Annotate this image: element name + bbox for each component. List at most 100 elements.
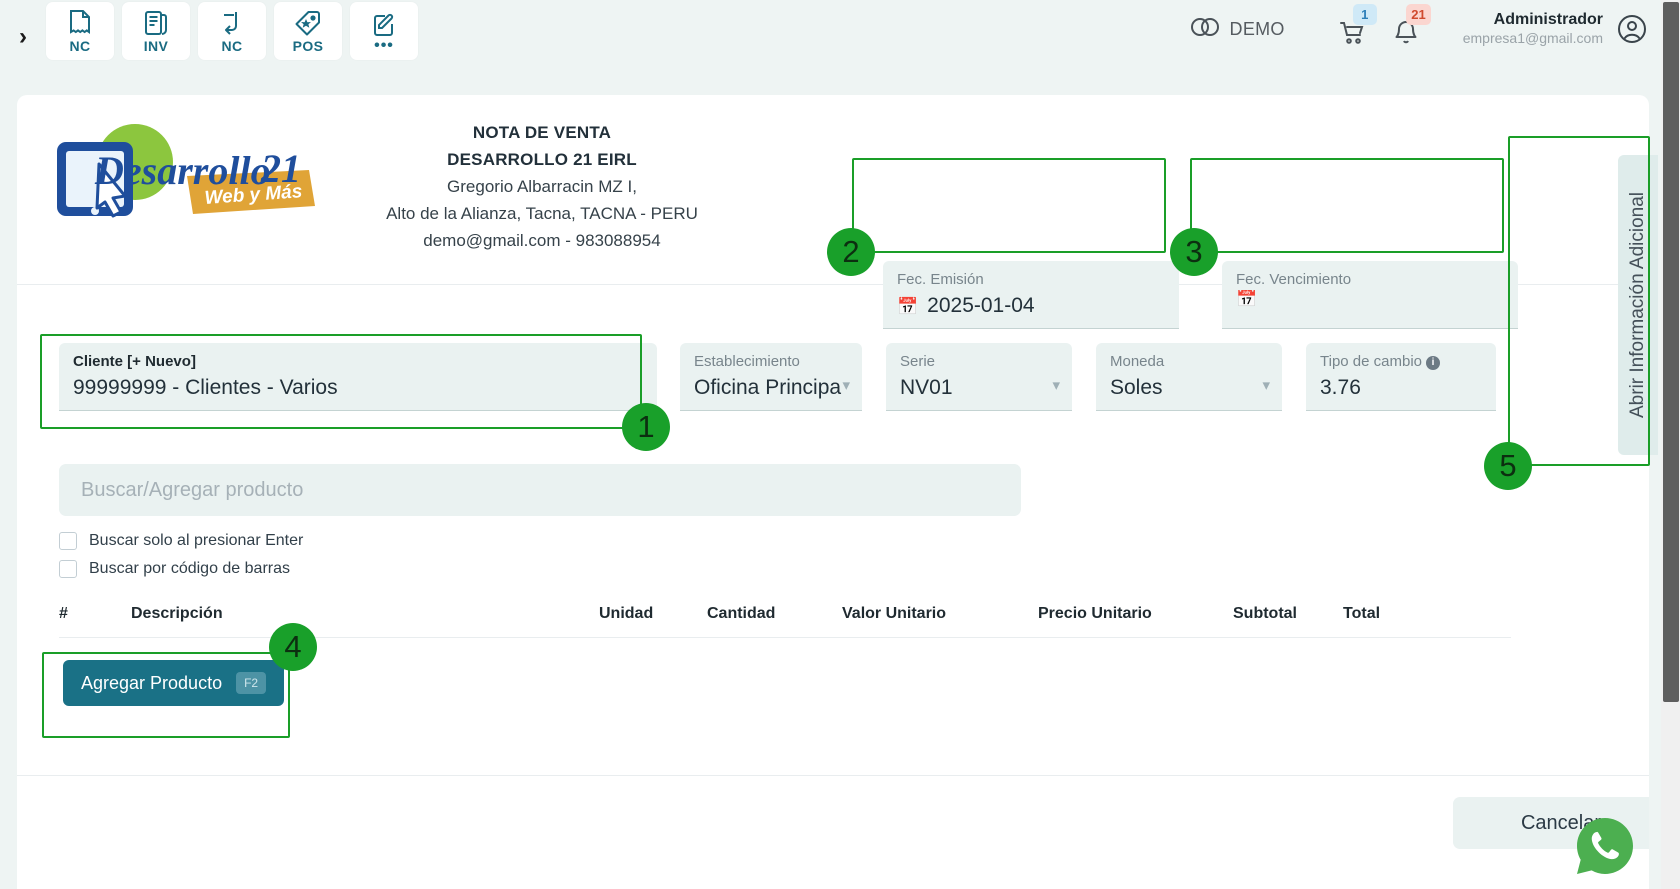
add-product-label: Agregar Producto <box>81 672 223 693</box>
company-logo: Web y Más Desarrollo 21 <box>39 120 329 225</box>
establishment-label: Establecimiento <box>694 353 800 370</box>
shortcut-label: NC <box>221 37 243 54</box>
invoice-scroll-icon <box>143 9 169 37</box>
shortcut-pos[interactable]: POS <box>274 2 342 60</box>
topbar-actions: DEMO 1 21 <box>1190 0 1661 58</box>
shortcut-nc-return[interactable]: NC <box>198 2 266 60</box>
demo-mode-toggle[interactable]: DEMO <box>1190 16 1285 43</box>
exchange-rate-label: Tipo de cambio <box>1320 353 1422 370</box>
chevron-down-icon: ▾ <box>1262 377 1270 394</box>
user-menu[interactable]: Administrador empresa1@gmail.com <box>1463 10 1647 48</box>
series-select[interactable]: Serie NV01 ▾ <box>886 343 1072 411</box>
table-header-row: # Descripción Unidad Cantidad Valor Unit… <box>59 605 1511 638</box>
issue-date-label: Fec. Emisión <box>897 271 984 288</box>
side-panel-tab-label: Abrir Información Adicional <box>1627 192 1648 418</box>
return-note-icon <box>219 9 245 37</box>
checkbox-icon[interactable] <box>59 532 77 550</box>
checkbox-label: Buscar por código de barras <box>89 560 290 577</box>
side-panel-tab[interactable]: Abrir Información Adicional <box>1618 155 1658 455</box>
client-field[interactable]: Cliente [+ Nuevo] 99999999 - Clientes - … <box>59 343 657 411</box>
demo-label: DEMO <box>1229 18 1285 39</box>
col-unit-price: Precio Unitario <box>1038 605 1152 622</box>
user-email: empresa1@gmail.com <box>1462 30 1603 47</box>
col-description: Descripción <box>131 605 223 622</box>
cart-button[interactable]: 1 <box>1325 4 1379 52</box>
products-table: # Descripción Unidad Cantidad Valor Unit… <box>59 605 1511 638</box>
whatsapp-icon <box>1574 818 1636 881</box>
sale-note-card: Web y Más Desarrollo 21 NOTA DE VENTA DE… <box>17 95 1649 889</box>
establishment-select[interactable]: Establecimiento Oficina Principa ▾ <box>680 343 862 411</box>
sidebar-toggle-icon[interactable]: › <box>19 22 27 50</box>
document-header: Web y Más Desarrollo 21 NOTA DE VENTA DE… <box>17 95 1649 285</box>
calendar-icon: 📅 <box>1236 290 1258 307</box>
shortcut-label: INV <box>143 37 169 54</box>
product-search-input[interactable]: Buscar/Agregar producto <box>59 464 1021 516</box>
company-address-2: Alto de la Alianza, Tacna, TACNA - PERU <box>386 204 698 223</box>
checkbox-search-barcode[interactable]: Buscar por código de barras <box>59 560 290 578</box>
series-label: Serie <box>900 353 936 370</box>
company-name: DESARROLLO 21 EIRL <box>447 150 637 169</box>
exchange-rate-field[interactable]: Tipo de cambio i 3.76 <box>1306 343 1496 411</box>
issue-date-field[interactable]: Fec. Emisión 📅 2025-01-04 <box>883 261 1179 329</box>
whatsapp-button[interactable] <box>1574 815 1636 877</box>
shortcut-more[interactable]: ••• <box>350 2 418 60</box>
col-number: # <box>59 605 68 622</box>
scrollbar-thumb[interactable] <box>1663 2 1679 702</box>
col-total: Total <box>1343 605 1381 622</box>
page-scrollbar[interactable] <box>1661 0 1680 889</box>
shortcut-label: ••• <box>374 36 394 54</box>
svg-text:21: 21 <box>260 146 301 191</box>
user-name: Administrador <box>1493 11 1603 29</box>
calendar-icon: 📅 <box>897 296 919 316</box>
shortcut-bar: NC INV <box>46 0 418 60</box>
svg-text:Desarrollo: Desarrollo <box>94 148 271 193</box>
price-tag-icon <box>294 9 322 37</box>
shortcut-key-badge: F2 <box>236 672 267 694</box>
top-bar: › NC INV <box>0 0 1661 73</box>
col-unit: Unidad <box>599 605 654 622</box>
shortcut-label: NC <box>69 37 91 54</box>
shortcut-nc-note[interactable]: NC <box>46 2 114 60</box>
issue-date-value: 2025-01-04 <box>927 294 1035 317</box>
shopping-cart-icon <box>1338 19 1366 52</box>
checkbox-label: Buscar solo al presionar Enter <box>89 532 304 549</box>
checkbox-icon[interactable] <box>59 560 77 578</box>
cart-badge: 1 <box>1352 4 1377 25</box>
chevron-down-icon: ▾ <box>1052 377 1060 394</box>
notifications-badge: 21 <box>1406 4 1431 25</box>
page-title: NOTA DE VENTA <box>472 123 612 142</box>
series-value: NV01 <box>900 376 953 399</box>
company-contact: demo@gmail.com - 983088954 <box>423 231 661 250</box>
footer-divider <box>17 775 1649 776</box>
shortcut-label: POS <box>292 37 324 54</box>
exchange-rate-value: 3.76 <box>1320 376 1361 399</box>
company-address-1: Gregorio Albarracin MZ I, <box>447 177 637 196</box>
document-title-block: NOTA DE VENTA DESARROLLO 21 EIRL Gregori… <box>357 119 727 254</box>
currency-label: Moneda <box>1110 353 1165 370</box>
agregar-producto-button[interactable]: Agregar Producto F2 <box>63 660 285 706</box>
due-date-field[interactable]: Fec. Vencimiento 📅 <box>1222 261 1518 329</box>
avatar <box>1617 14 1647 44</box>
due-date-value-wrap: 📅 <box>1236 290 1504 307</box>
client-label: Cliente [+ Nuevo] <box>73 353 196 370</box>
document-note-icon <box>67 9 93 37</box>
establishment-value: Oficina Principa <box>694 376 842 399</box>
col-subtotal: Subtotal <box>1233 605 1297 622</box>
col-quantity: Cantidad <box>707 605 776 622</box>
client-value: 99999999 - Clientes - Varios <box>73 376 338 399</box>
currency-select[interactable]: Moneda Soles ▾ <box>1096 343 1282 411</box>
notifications-button[interactable]: 21 <box>1379 4 1433 52</box>
col-unit-value: Valor Unitario <box>842 605 947 622</box>
toggle-switch-icon <box>1190 16 1220 43</box>
exchange-rate-label-wrap: Tipo de cambio i <box>1320 352 1482 372</box>
info-icon[interactable]: i <box>1426 356 1440 370</box>
due-date-label: Fec. Vencimiento <box>1236 271 1352 288</box>
bell-icon <box>1393 19 1419 52</box>
edit-pencil-icon <box>371 12 397 40</box>
user-info: Administrador empresa1@gmail.com <box>1463 10 1603 48</box>
currency-value: Soles <box>1110 376 1163 399</box>
checkbox-search-on-enter[interactable]: Buscar solo al presionar Enter <box>59 532 303 550</box>
issue-date-value-wrap: 📅 2025-01-04 <box>897 290 1165 322</box>
shortcut-inv[interactable]: INV <box>122 2 190 60</box>
